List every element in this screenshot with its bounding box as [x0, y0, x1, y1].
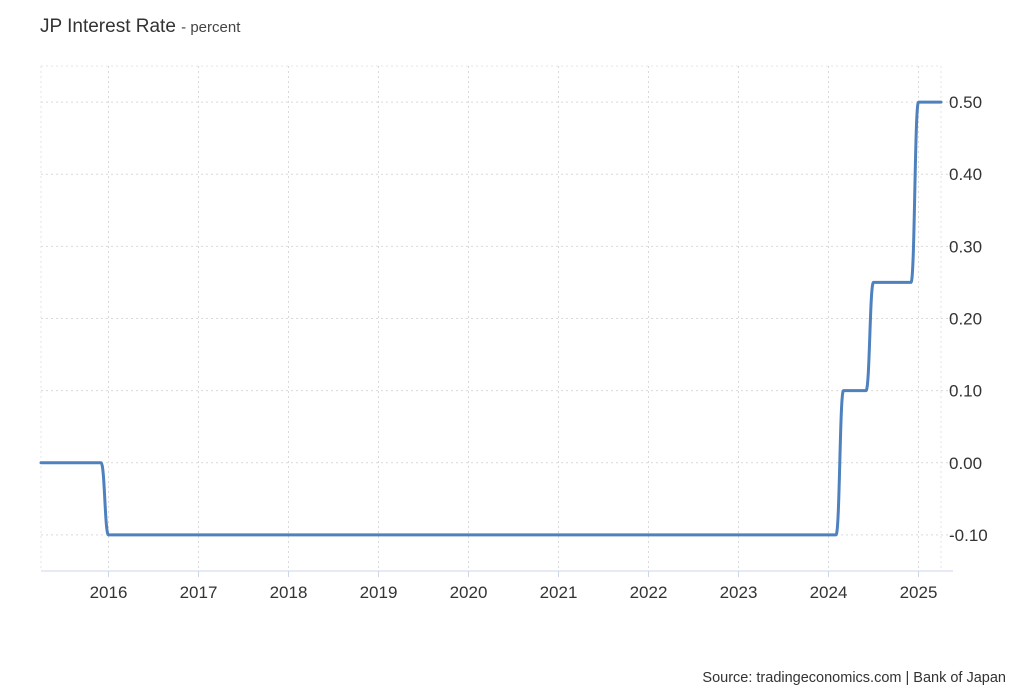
x-tick-label: 2019	[360, 583, 398, 602]
x-tick-label: 2020	[450, 583, 488, 602]
source-caption: Source: tradingeconomics.com | Bank of J…	[702, 670, 1006, 686]
interest-rate-line	[39, 100, 943, 537]
x-tick-label: 2025	[900, 583, 938, 602]
x-axis-ticks: 2016 2017 2018 2019 2020 2021 2022 2023 2024 2025	[90, 583, 938, 602]
x-tick-label: 2021	[540, 583, 578, 602]
y-tick-label: 0.00	[949, 454, 982, 473]
chart-title: JP Interest Rate - percent	[40, 16, 240, 38]
y-axis-ticks: 0.50 0.40 0.30 0.20 0.10 0.00 -0.10	[949, 93, 988, 545]
y-tick-label: 0.10	[949, 382, 982, 401]
grid-lines	[40, 65, 953, 571]
x-tick-label: 2023	[720, 583, 758, 602]
series-layer	[39, 100, 943, 537]
x-tick-label: 2024	[810, 583, 848, 602]
y-tick-label: 0.40	[949, 165, 982, 184]
chart-title-text: JP Interest Rate	[40, 16, 176, 37]
y-tick-label: 0.50	[949, 93, 982, 112]
x-tick-label: 2017	[180, 583, 218, 602]
chart-unit: - percent	[181, 19, 241, 36]
x-tick-label: 2016	[90, 583, 128, 602]
y-tick-label: -0.10	[949, 526, 988, 545]
x-tick-label: 2022	[630, 583, 668, 602]
y-tick-label: 0.30	[949, 237, 982, 256]
x-tick-label: 2018	[270, 583, 308, 602]
y-tick-label: 0.20	[949, 310, 982, 329]
axes	[41, 570, 953, 577]
